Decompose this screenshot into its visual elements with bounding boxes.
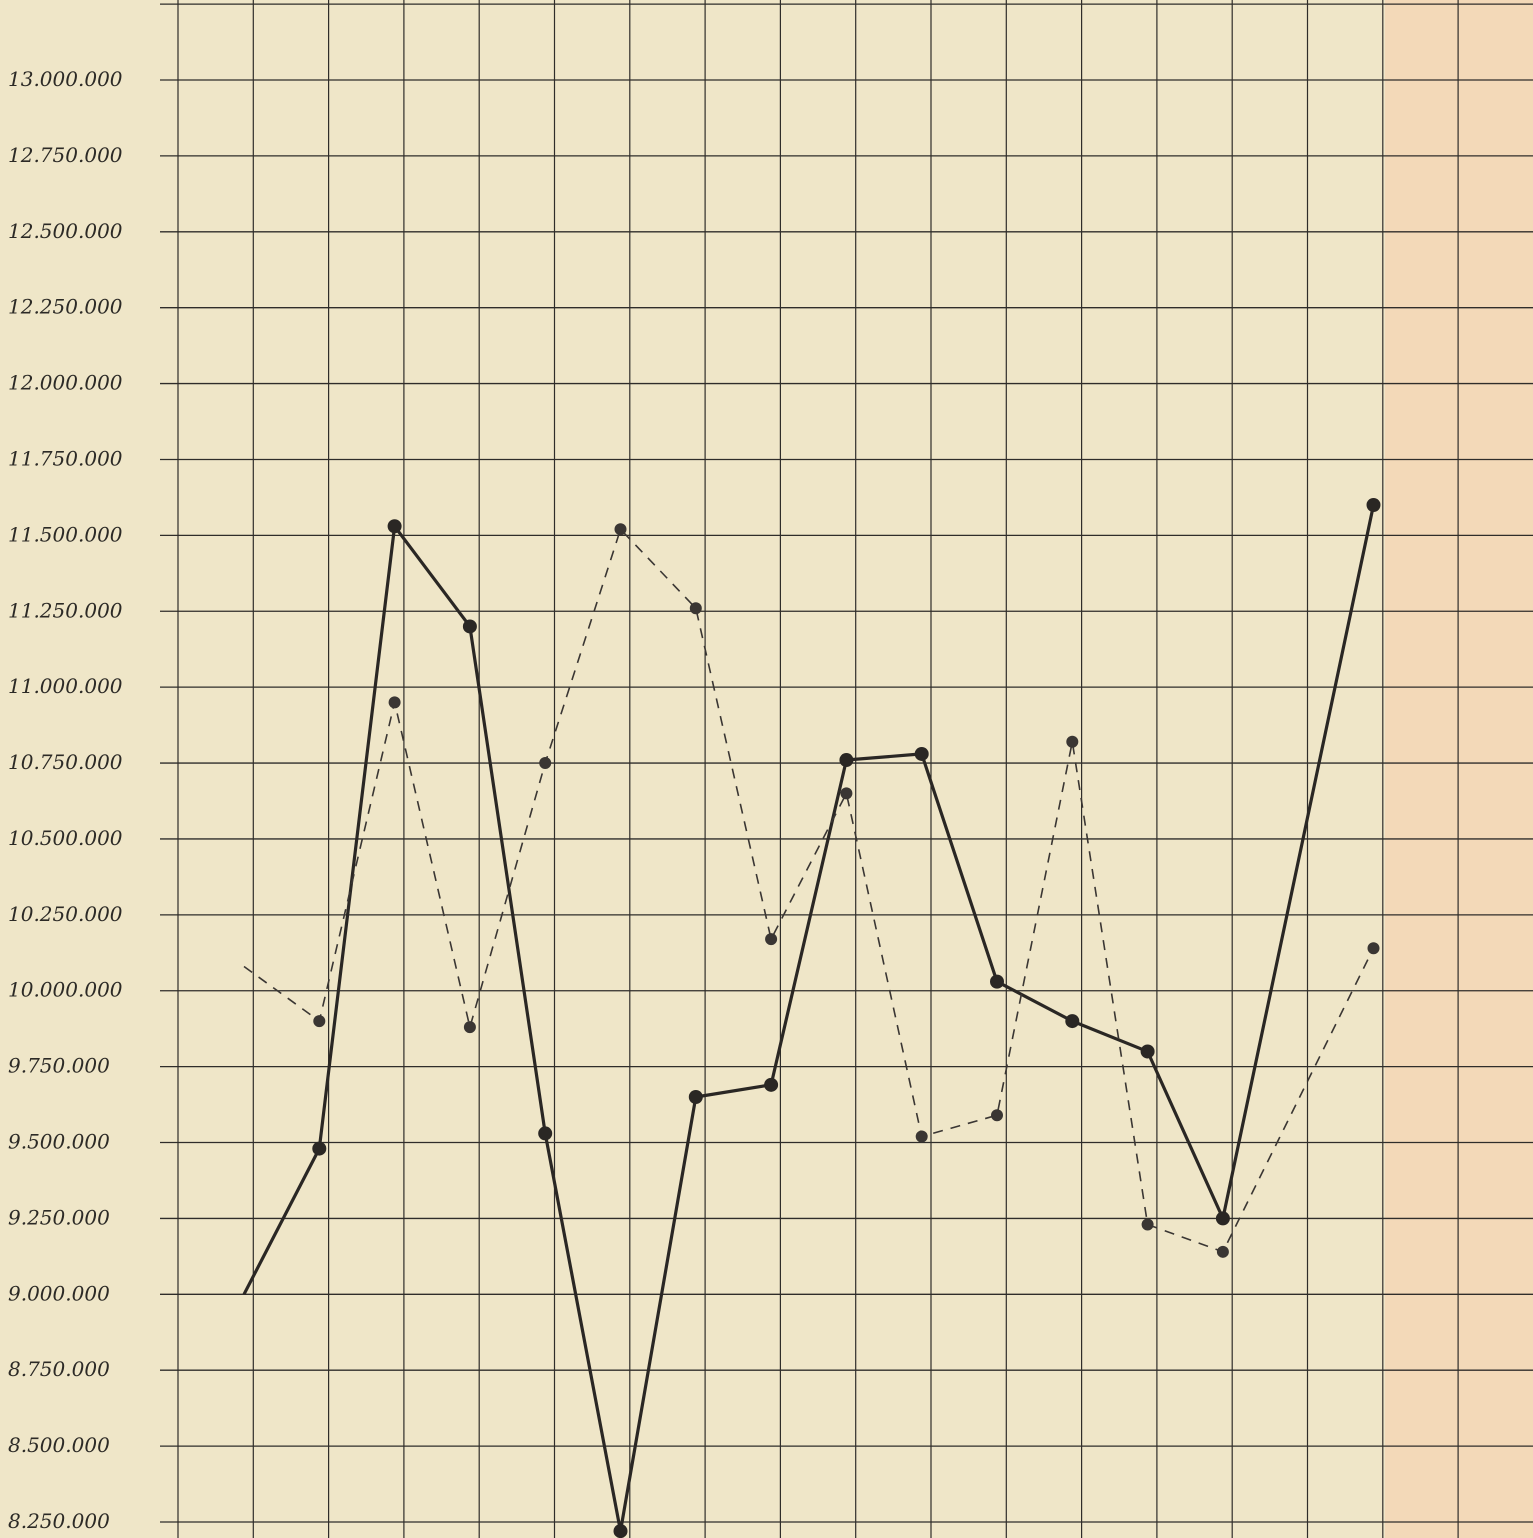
data-point-solid xyxy=(990,974,1004,989)
data-point-solid xyxy=(914,746,929,761)
data-point-solid xyxy=(1215,1211,1230,1226)
series-dashed xyxy=(243,523,1380,1258)
y-tick-label: 11.250.000 xyxy=(8,598,123,622)
data-point-solid xyxy=(1140,1044,1155,1059)
y-tick-label: 11.000.000 xyxy=(8,674,123,698)
data-point-solid xyxy=(387,519,402,534)
data-point-solid xyxy=(764,1077,779,1092)
y-tick-label: 12.500.000 xyxy=(8,219,123,243)
y-tick-label: 11.750.000 xyxy=(8,446,123,470)
paper-right-edge xyxy=(1385,0,1533,1538)
data-point-solid xyxy=(538,1126,553,1141)
y-tick-label: 10.750.000 xyxy=(8,750,123,774)
data-point-dashed xyxy=(1216,1245,1229,1258)
grid xyxy=(160,0,1533,1538)
series-line-dashed xyxy=(243,528,1375,1253)
series-layer xyxy=(242,498,1381,1538)
y-tick-label: 13.000.000 xyxy=(8,67,123,91)
data-point-solid xyxy=(688,1089,703,1104)
data-point-solid xyxy=(613,1524,628,1538)
data-point-dashed xyxy=(1367,942,1380,955)
y-tick-label: 12.250.000 xyxy=(8,295,123,319)
data-point-dashed xyxy=(840,787,853,800)
data-point-solid xyxy=(839,753,854,768)
data-point-solid xyxy=(462,619,477,634)
data-point-dashed xyxy=(1066,735,1079,748)
data-point-solid xyxy=(312,1141,327,1156)
y-tick-label: 12.750.000 xyxy=(8,143,123,167)
y-tick-label: 9.000.000 xyxy=(8,1281,110,1305)
data-point-solid xyxy=(1366,498,1381,513)
y-tick-label: 8.750.000 xyxy=(8,1357,110,1381)
data-point-dashed xyxy=(388,696,401,709)
data-point-dashed xyxy=(313,1015,326,1028)
y-tick-label: 10.250.000 xyxy=(8,902,123,926)
data-point-dashed xyxy=(991,1109,1003,1122)
y-tick-label: 8.500.000 xyxy=(8,1433,110,1457)
data-point-dashed xyxy=(539,757,552,770)
y-tick-label: 9.250.000 xyxy=(8,1205,110,1229)
y-tick-label: 12.000.000 xyxy=(8,371,123,395)
y-tick-label: 9.500.000 xyxy=(8,1130,110,1154)
data-point-dashed xyxy=(463,1021,476,1034)
y-tick-label: 10.000.000 xyxy=(8,978,123,1002)
y-tick-label: 8.250.000 xyxy=(8,1509,110,1533)
data-point-dashed xyxy=(689,602,702,615)
series-solid xyxy=(242,498,1381,1538)
y-tick-label: 9.750.000 xyxy=(8,1054,110,1078)
data-point-dashed xyxy=(614,523,627,536)
y-tick-label: 10.500.000 xyxy=(8,826,123,850)
data-point-dashed xyxy=(915,1130,928,1143)
data-point-dashed xyxy=(1141,1218,1154,1231)
data-point-solid xyxy=(1065,1014,1080,1029)
data-point-dashed xyxy=(765,933,778,946)
y-axis-tick-labels: 13.000.000 12.750.000 12.500.000 12.250.000… xyxy=(8,67,123,1533)
y-tick-label: 11.500.000 xyxy=(8,522,123,546)
